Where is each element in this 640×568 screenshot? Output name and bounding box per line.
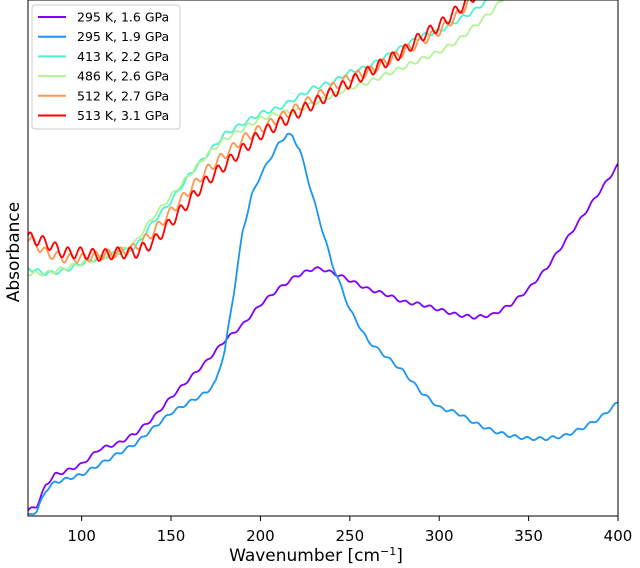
legend-label-4: 486 K, 2.6 GPa: [77, 69, 169, 84]
legend: 295 K, 1.6 GPa 295 K, 1.9 GPa 413 K, 2.2 G…: [31, 4, 181, 130]
legend-label-2: 295 K, 1.9 GPa: [77, 29, 169, 44]
series-line-2: [28, 132, 618, 516]
x-axis-label-end: ]: [396, 546, 403, 566]
legend-label-3: 413 K, 2.2 GPa: [77, 49, 169, 64]
x-tick-label-350: 350: [514, 527, 543, 545]
legend-label-5: 512 K, 2.7 GPa: [77, 88, 169, 103]
legend-label-6: 513 K, 3.1 GPa: [77, 108, 169, 123]
y-axis-label: Absorbance: [4, 202, 24, 302]
legend-box: [31, 4, 181, 130]
x-tick-label-100: 100: [67, 527, 96, 545]
x-axis-label-superscript: −1: [380, 545, 396, 558]
x-tick-label-300: 300: [425, 527, 454, 545]
legend-label-1: 295 K, 1.6 GPa: [77, 10, 169, 25]
x-axis: 100 150 200 250 300 350 400: [67, 516, 632, 545]
series-layer: [28, 0, 618, 516]
x-tick-label-250: 250: [335, 527, 364, 545]
x-axis-label: Wavenumber [cm−1]: [229, 545, 403, 566]
series-line-1: [28, 163, 618, 512]
x-tick-label-150: 150: [157, 527, 186, 545]
x-tick-label-400: 400: [604, 527, 633, 545]
x-tick-label-200: 200: [246, 527, 275, 545]
series-line-6: [28, 0, 476, 262]
x-axis-label-text: Wavenumber [cm: [229, 546, 380, 566]
plot-frame: [27, 0, 619, 517]
